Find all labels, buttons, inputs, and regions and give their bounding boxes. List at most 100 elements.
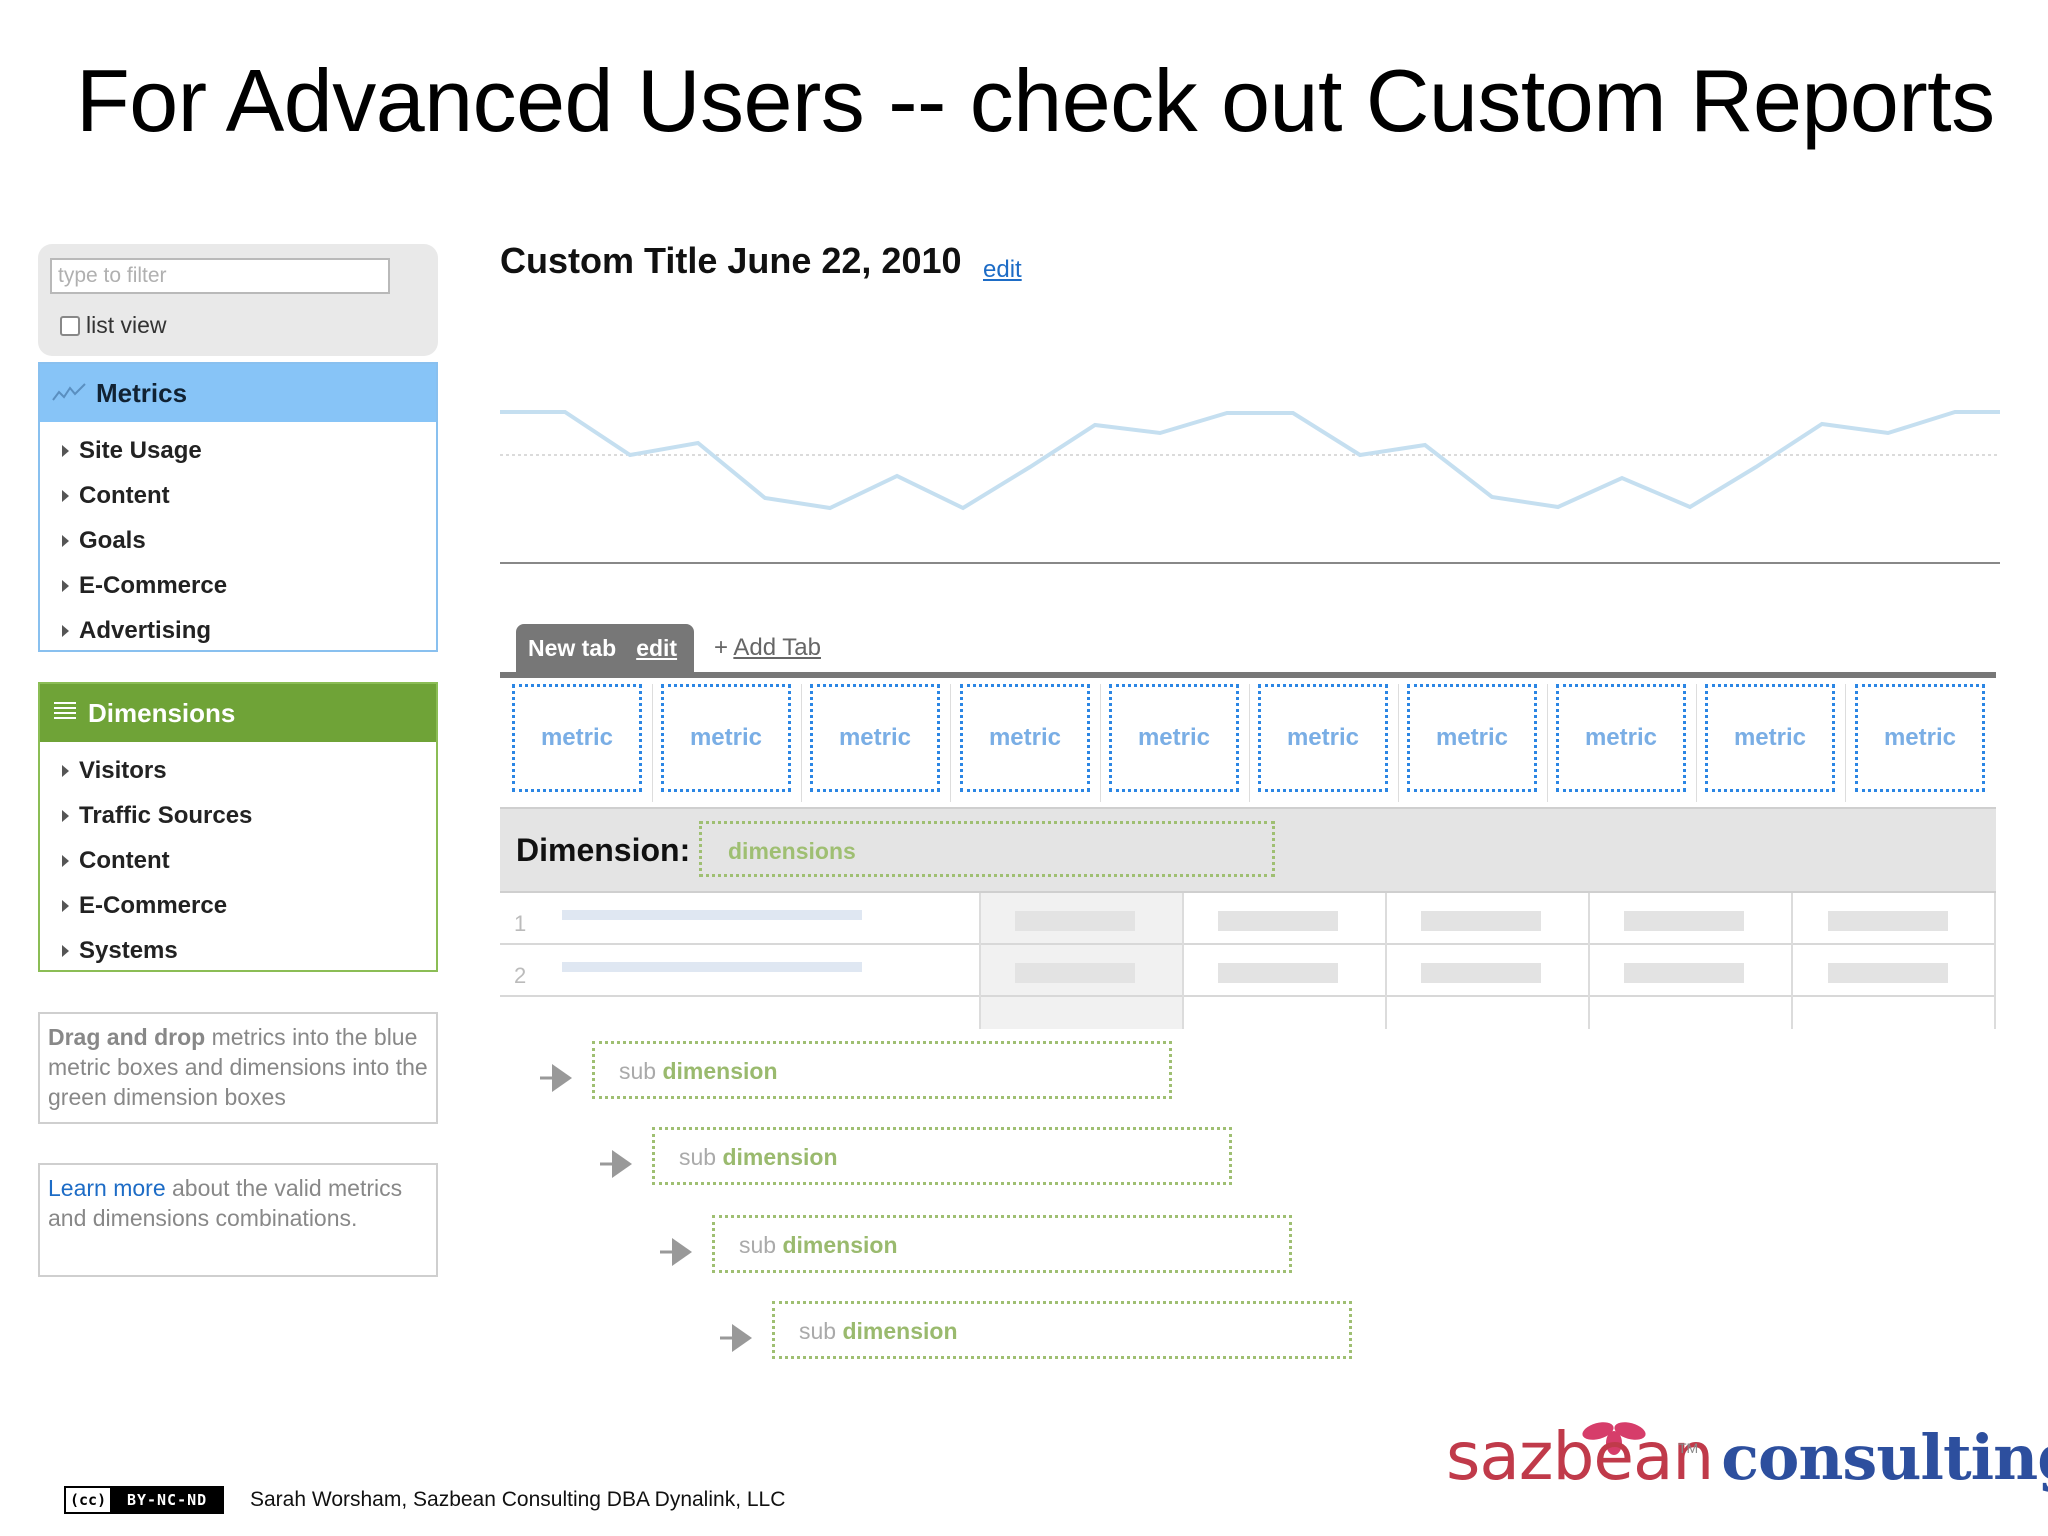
- tab-edit-link[interactable]: edit: [636, 634, 678, 661]
- metrics-item-label: E-Commerce: [79, 571, 228, 599]
- grid-divider: [1791, 893, 1793, 1029]
- dimensions-item[interactable]: Content: [62, 838, 436, 883]
- list-view-toggle[interactable]: list view: [60, 312, 167, 339]
- sub-dimension-drop-box[interactable]: sub dimension: [592, 1041, 1172, 1099]
- report-title: Custom Title June 22, 2010: [500, 240, 962, 281]
- dimension-label: Dimension:: [516, 832, 691, 868]
- metric-drop-box[interactable]: metric: [1109, 684, 1239, 792]
- metric-divider: [1696, 684, 1697, 802]
- value-placeholder: [1218, 963, 1338, 983]
- value-placeholder: [1015, 963, 1135, 983]
- arrow-right-icon: [720, 1324, 752, 1352]
- triangle-right-icon: [62, 764, 69, 777]
- sparkline-series: [500, 410, 2000, 511]
- logo-tm: TM: [1678, 1440, 1699, 1456]
- sub-dimension-drop-box[interactable]: sub dimension: [772, 1301, 1352, 1359]
- dimensions-header[interactable]: Dimensions: [40, 684, 436, 742]
- learn-more-link[interactable]: Learn more: [48, 1175, 166, 1201]
- chart-line-icon: [52, 378, 86, 409]
- sub-dimension-drop-box[interactable]: sub dimension: [652, 1127, 1232, 1185]
- dimensions-item[interactable]: Systems: [62, 928, 436, 973]
- cc-label: cc: [79, 1491, 98, 1509]
- dimension-drop-box[interactable]: dimensions: [699, 821, 1275, 877]
- grid-divider: [1182, 893, 1184, 1029]
- add-tab-button[interactable]: + Add Tab: [714, 634, 821, 662]
- value-placeholder: [1218, 911, 1338, 931]
- row-number: 1: [514, 911, 527, 936]
- drag-help-bold: Drag and drop: [48, 1024, 206, 1050]
- triangle-right-icon: [62, 624, 69, 637]
- dimensions-item[interactable]: Traffic Sources: [62, 793, 436, 838]
- value-placeholder: [1828, 911, 1948, 931]
- list-view-checkbox[interactable]: [60, 315, 80, 336]
- sub-dimension-drop-box[interactable]: sub dimension: [712, 1215, 1292, 1273]
- license-text: BY-NC-ND: [112, 1488, 222, 1512]
- learn-more-help: Learn more about the valid metrics and d…: [38, 1163, 438, 1277]
- drag-drop-help: Drag and drop metrics into the blue metr…: [38, 1012, 438, 1124]
- sazbean-logo: sazbean TM consulting: [1446, 1418, 2048, 1495]
- logo-suffix: consulting: [1721, 1421, 2048, 1494]
- tab-new[interactable]: New tab edit: [516, 624, 694, 672]
- dimensions-item-label: E-Commerce: [79, 891, 228, 919]
- sparkline-chart: [500, 410, 2000, 564]
- grid-divider: [1588, 893, 1590, 1029]
- flower-icon: [1582, 1422, 1646, 1455]
- metrics-item-label: Advertising: [79, 616, 212, 644]
- metrics-item[interactable]: Goals: [62, 518, 436, 563]
- row-number: 2: [514, 963, 527, 988]
- sub-dimension-label: dimension: [782, 1232, 898, 1258]
- arrow-right-icon: [540, 1064, 572, 1092]
- footer-credit: Sarah Worsham, Sazbean Consulting DBA Dy…: [250, 1488, 786, 1511]
- dimensions-item-label: Visitors: [79, 756, 167, 784]
- license-badge[interactable]: (cc) BY-NC-ND: [64, 1486, 224, 1514]
- metric-drop-box[interactable]: metric: [960, 684, 1090, 792]
- metric-divider: [1398, 684, 1399, 802]
- report-title-edit-link[interactable]: edit: [983, 256, 1022, 283]
- metric-drop-box[interactable]: metric: [1407, 684, 1537, 792]
- metrics-item[interactable]: Site Usage: [62, 428, 436, 473]
- metric-drop-box[interactable]: metric: [1705, 684, 1835, 792]
- tab-new-label: New tab: [528, 634, 617, 661]
- dimensions-item-label: Systems: [79, 936, 178, 964]
- dimensions-item[interactable]: E-Commerce: [62, 883, 436, 928]
- value-placeholder: [1015, 911, 1135, 931]
- triangle-right-icon: [62, 534, 69, 547]
- sub-dimension-prefix: sub: [799, 1318, 837, 1344]
- drag-help-text: metrics into the blue metric boxes and d…: [48, 1024, 428, 1110]
- add-tab-plus: +: [714, 634, 729, 661]
- sub-dimension-prefix: sub: [679, 1144, 717, 1170]
- metric-divider: [1100, 684, 1101, 802]
- metric-divider: [950, 684, 951, 802]
- metrics-title: Metrics: [96, 377, 188, 408]
- triangle-right-icon: [62, 489, 69, 502]
- filter-box: list view: [38, 244, 438, 356]
- triangle-right-icon: [62, 944, 69, 957]
- metrics-header[interactable]: Metrics: [40, 364, 436, 422]
- metrics-item[interactable]: Content: [62, 473, 436, 518]
- metrics-item-label: Site Usage: [79, 436, 202, 464]
- sub-dimension-label: dimension: [842, 1318, 958, 1344]
- metrics-item[interactable]: Advertising: [62, 608, 436, 653]
- dimensions-item[interactable]: Visitors: [62, 748, 436, 793]
- tab-bar: [500, 672, 1996, 678]
- add-tab-label: Add Tab: [733, 634, 821, 661]
- metric-drop-box[interactable]: metric: [512, 684, 642, 792]
- table-row: [500, 893, 1996, 945]
- metric-drop-box[interactable]: metric: [810, 684, 940, 792]
- slide-title: For Advanced Users -- check out Custom R…: [76, 51, 1995, 150]
- list-icon: [52, 698, 78, 729]
- metric-divider: [652, 684, 653, 802]
- metric-drop-box[interactable]: metric: [1258, 684, 1388, 792]
- metric-drop-box[interactable]: metric: [1855, 684, 1985, 792]
- logo-brand: sazbean: [1446, 1418, 1714, 1495]
- metric-drop-box[interactable]: metric: [661, 684, 791, 792]
- metrics-item[interactable]: E-Commerce: [62, 563, 436, 608]
- metric-drop-box[interactable]: metric: [1556, 684, 1686, 792]
- arrow-right-icon: [660, 1238, 692, 1266]
- filter-input[interactable]: [50, 258, 390, 294]
- arrow-right-icon: [600, 1150, 632, 1178]
- learn-more-text: about the valid metrics and dimensions c…: [48, 1175, 403, 1231]
- dimensions-item-label: Traffic Sources: [79, 801, 253, 829]
- dimensions-panel: Dimensions Visitors Traffic Sources Cont…: [38, 682, 438, 972]
- dimension-placeholder-bar: [562, 962, 862, 972]
